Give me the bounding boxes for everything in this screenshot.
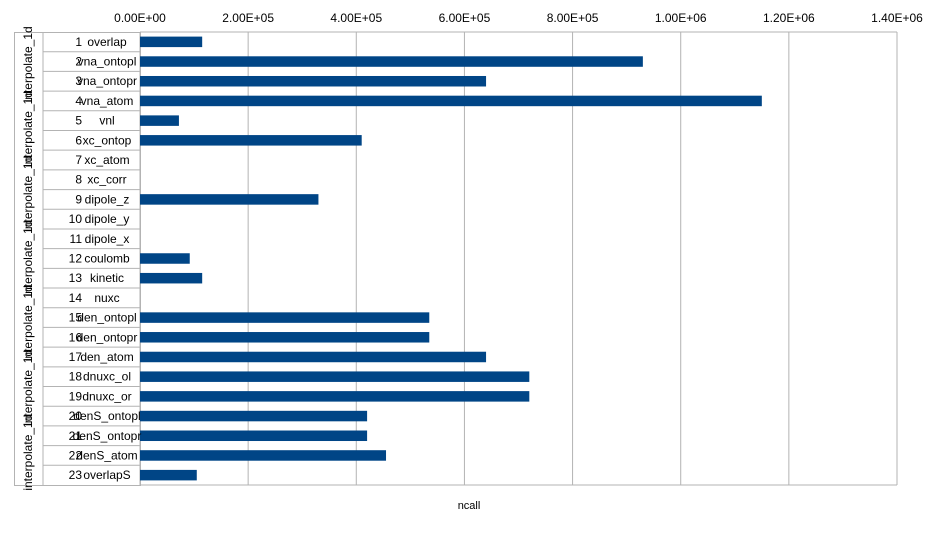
grid-lines [139, 32, 898, 485]
category-frame [14, 31, 897, 486]
category-name: vna_ontopl [78, 55, 137, 69]
bar-kinetic [140, 272, 203, 284]
category-name: dnuxc_ol [83, 370, 131, 384]
category-name: overlapS [83, 468, 130, 482]
category-name: den_ontopl [77, 311, 136, 325]
bar-xc_ontop [140, 135, 362, 146]
group-label: interpolate_1d [21, 156, 35, 232]
group-label: interpolate_1d [21, 91, 35, 167]
x-tick-labels: 0.00E+00 2.00E+05 4.00E+05 6.00E+05 8.00E+05… [114, 11, 923, 25]
x-axis-title: ncall [458, 500, 481, 512]
category-name: xc_ontop [83, 133, 132, 147]
category-number: 19 [69, 389, 83, 403]
group-label: interpolate_1d [21, 285, 35, 361]
group-label: interpolate_1d [21, 415, 35, 491]
category-name: coulomb [84, 252, 130, 266]
category-number: 14 [69, 291, 83, 305]
category-number: 1 [75, 35, 82, 49]
bar-den_atom [140, 351, 487, 363]
bar-dnuxc_ol [140, 371, 530, 382]
category-number: 10 [69, 212, 83, 226]
category-number: 18 [69, 370, 83, 384]
x-tick-label: 1.00E+06 [655, 11, 707, 25]
category-number: 4 [75, 94, 82, 108]
x-tick-label: 2.00E+05 [222, 11, 274, 25]
x-tick-label: 1.40E+06 [871, 11, 923, 25]
bar-denS_ontopl [140, 410, 368, 422]
bar-overlapS [140, 469, 197, 481]
category-number: 16 [69, 330, 83, 344]
category-name: dipole_x [85, 232, 130, 246]
bar-vna_ontopl [140, 56, 643, 67]
bar-den_ontopr [140, 332, 430, 343]
bar-denS_ontopr [140, 430, 368, 442]
bar-dipole_z [140, 194, 319, 205]
category-number: 11 [70, 232, 83, 246]
category-number: 22 [69, 448, 83, 462]
category-name: kinetic [90, 271, 124, 285]
bars [140, 36, 762, 481]
category-number: 23 [69, 468, 83, 482]
category-name: dipole_y [85, 212, 130, 226]
x-tick-label: 6.00E+05 [439, 11, 491, 25]
bar-vna_atom [140, 95, 762, 107]
x-tick-label: 1.20E+06 [763, 11, 815, 25]
category-number: 21 [69, 429, 83, 443]
category-name: denS_ontopr [73, 429, 142, 443]
bar-denS_atom [140, 450, 387, 461]
category-name: denS_ontopl [73, 409, 140, 423]
category-number: 2 [75, 55, 82, 69]
category-number: 12 [69, 252, 83, 266]
category-name: denS_atom [76, 448, 137, 462]
category-name: dnuxc_or [82, 389, 131, 403]
bar-vna_ontopr [140, 75, 487, 87]
category-name: vna_ontopr [77, 74, 137, 88]
x-tick-label: 4.00E+05 [330, 11, 382, 25]
x-tick-label: 0.00E+00 [114, 11, 166, 25]
bar-overlap [140, 36, 203, 48]
category-number: 8 [75, 173, 82, 187]
group-label: interpolate_1d [21, 220, 35, 296]
category-number: 17 [69, 350, 83, 364]
category-number: 5 [75, 114, 82, 128]
bar-coulomb [140, 253, 190, 264]
category-name: vna_atom [81, 94, 134, 108]
bar-den_ontopl [140, 312, 430, 323]
bar-dnuxc_or [140, 391, 530, 402]
x-tick-label: 8.00E+05 [547, 11, 599, 25]
group-axis-labels: interpolate_1dinterpolate_1dinterpolate_… [21, 26, 35, 490]
category-number: 15 [69, 311, 83, 325]
category-name: xc_atom [84, 153, 129, 167]
category-number: 3 [75, 74, 82, 88]
category-number: 7 [75, 153, 82, 167]
category-name: den_ontopr [77, 330, 138, 344]
category-name: nuxc [94, 291, 119, 305]
category-name: dipole_z [85, 192, 130, 206]
category-name: overlap [87, 35, 127, 49]
category-number: 20 [69, 409, 83, 423]
category-name: vnl [99, 114, 114, 128]
group-label: interpolate_1d [21, 350, 35, 426]
category-name: den_atom [80, 350, 133, 364]
category-number: 6 [75, 133, 82, 147]
group-label: interpolate_1d [21, 26, 35, 102]
category-name: xc_corr [87, 173, 126, 187]
bar-vnl [140, 115, 179, 126]
category-number: 13 [69, 271, 83, 285]
category-number: 9 [75, 192, 82, 206]
